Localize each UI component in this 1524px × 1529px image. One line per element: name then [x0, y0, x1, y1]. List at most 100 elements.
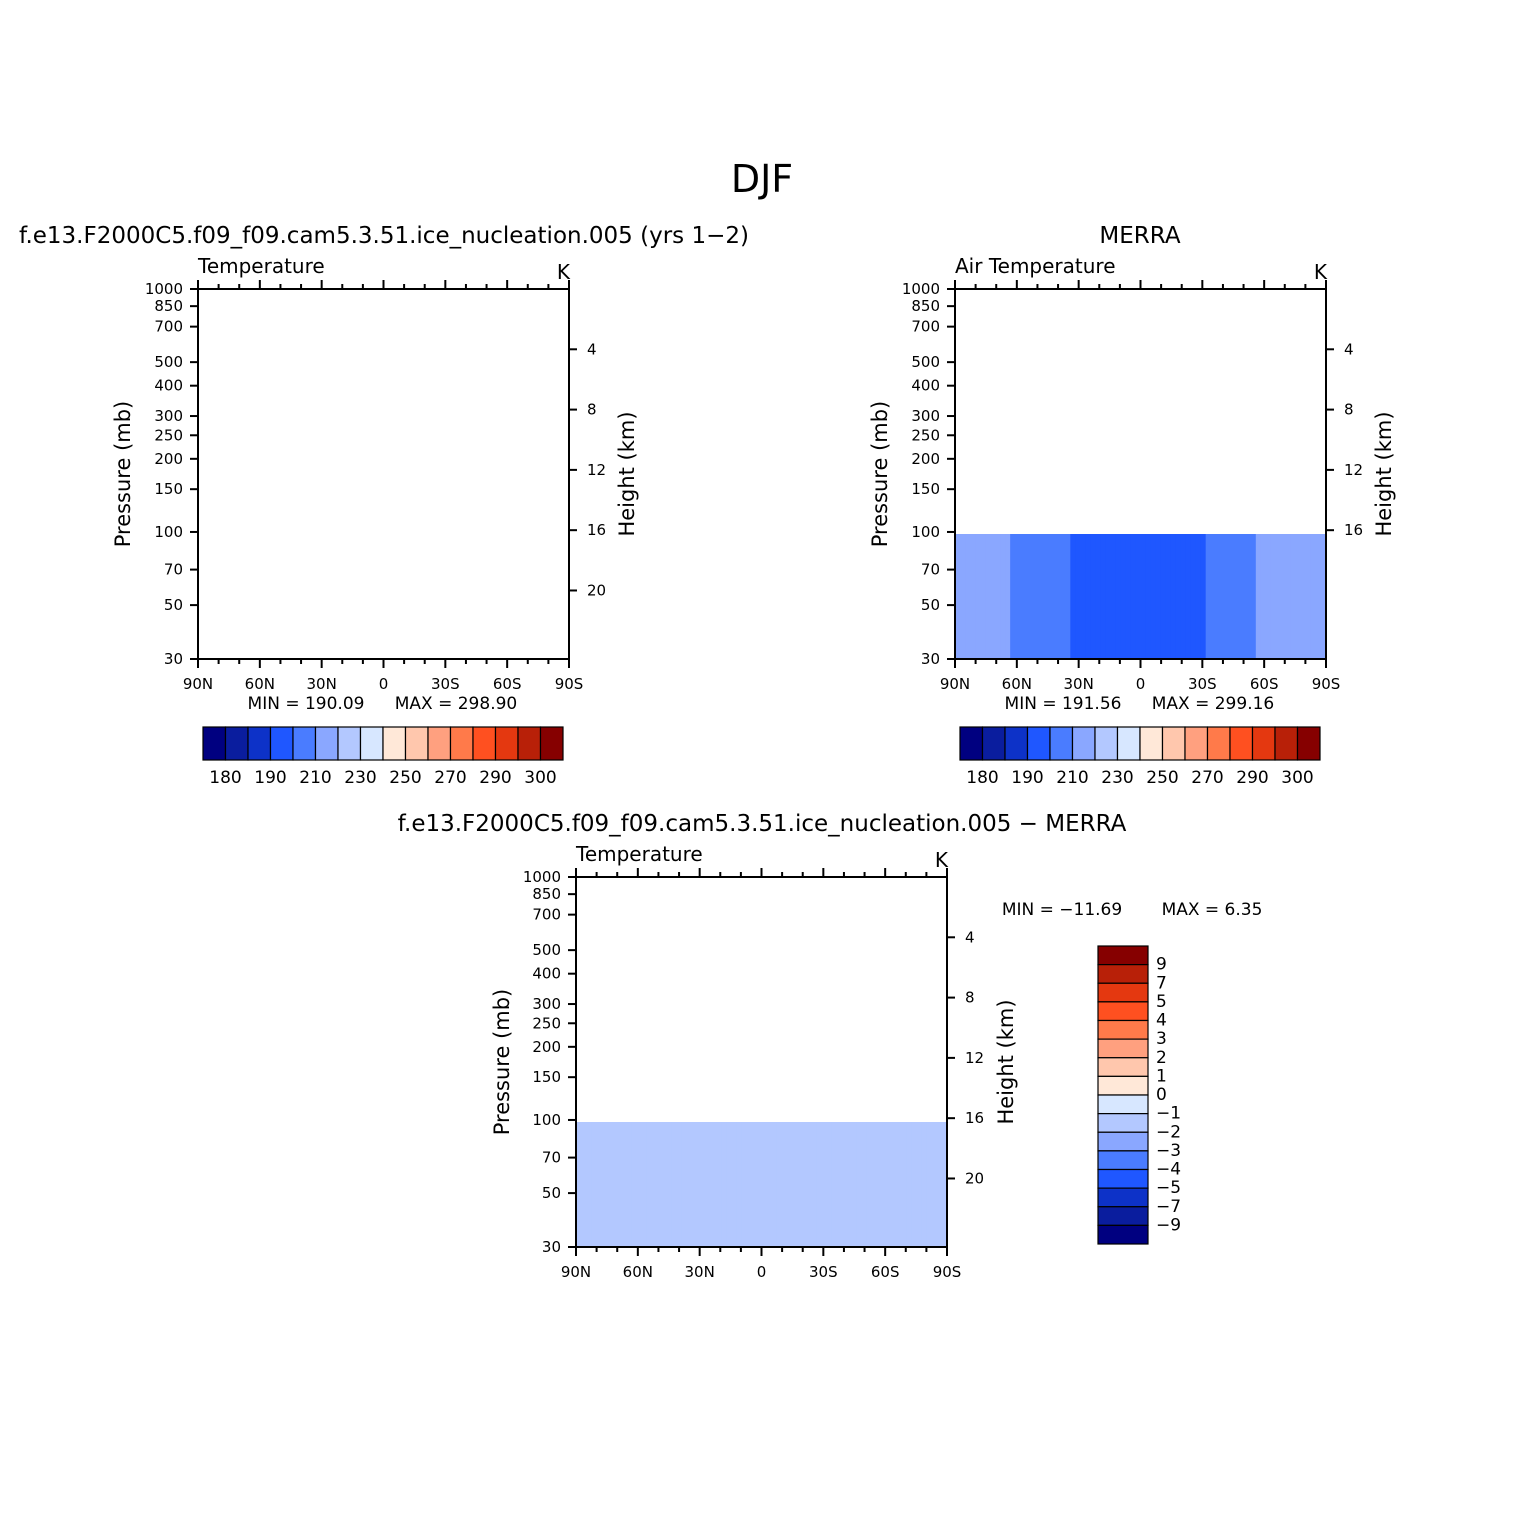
merra-contour-cell: [1115, 574, 1122, 580]
diff-contour-cell: [801, 1152, 808, 1158]
merra-contour-cell: [1310, 609, 1317, 615]
model-colorbar-swatch: [337, 726, 362, 761]
merra-contour-cell: [1300, 534, 1307, 540]
diff-contour-cell: [806, 1177, 813, 1183]
merra-contour-cell: [960, 629, 966, 635]
merra-contour-cell: [1100, 584, 1106, 590]
diff-contour-cell: [816, 1232, 823, 1238]
merra-contour-cell: [1150, 589, 1157, 595]
merra-contour-cell: [1120, 584, 1127, 590]
merra-contour-cell: [1000, 534, 1006, 540]
diff-contour-cell: [731, 1142, 738, 1148]
merra-contour-cell: [1070, 619, 1076, 625]
merra-contour-cell: [960, 584, 966, 590]
diff-contour-cell: [666, 1187, 672, 1193]
merra-contour-cell: [1100, 534, 1106, 540]
diff-contour-cell: [796, 1167, 803, 1173]
merra-contour-cell: [1000, 559, 1006, 565]
merra-contour-cell: [1270, 574, 1277, 580]
merra-contour-cell: [1305, 539, 1312, 545]
merra-contour-cell: [1185, 639, 1192, 645]
merra-contour-cell: [1225, 619, 1232, 625]
merra-contour-cell: [1060, 629, 1066, 635]
merra-contour-cell: [1055, 609, 1061, 615]
diff-contour-cell: [591, 1212, 597, 1218]
merra-contour-cell: [1005, 604, 1011, 610]
diff-contour-cell: [866, 1177, 873, 1183]
diff-contour-cell: [746, 1177, 753, 1183]
diff-contour-cell: [706, 1187, 712, 1193]
merra-contour-cell: [1105, 549, 1112, 555]
merra-contour-cell: [1040, 639, 1046, 645]
merra-contour-cell: [1210, 624, 1217, 630]
model-lat-tick-label: 60S: [493, 675, 522, 693]
diff-contour-cell: [781, 1132, 788, 1138]
merra-contour-cell: [1205, 599, 1212, 605]
merra-contour-cell: [1200, 569, 1207, 575]
diff-contour-cell: [656, 1202, 662, 1208]
diff-contour-cell: [861, 1192, 868, 1198]
merra-contour-cell: [1195, 619, 1202, 625]
merra-contour-cell: [1180, 649, 1187, 655]
merra-contour-cell: [1275, 614, 1282, 620]
merra-contour-cell: [1120, 634, 1127, 640]
diff-contour-cell: [926, 1142, 933, 1148]
merra-contour-cell: [1135, 634, 1142, 640]
merra-contour-cell: [1235, 609, 1242, 615]
diff-contour-cell: [821, 1147, 828, 1153]
merra-contour-cell: [995, 599, 1001, 605]
merra-contour-cell: [990, 654, 996, 660]
diff-contour-cell: [631, 1142, 637, 1148]
diff-contour-cell: [746, 1232, 753, 1238]
merra-contour-cell: [1045, 599, 1051, 605]
merra-contour-cell: [1135, 619, 1142, 625]
diff-contour-cell: [841, 1212, 848, 1218]
merra-contour-cell: [1045, 649, 1051, 655]
diff-contour-cell: [751, 1137, 758, 1143]
diff-contour-cell: [711, 1172, 717, 1178]
merra-contour-cell: [1245, 649, 1252, 655]
diff-contour-cell: [766, 1142, 773, 1148]
merra-contour-cell: [1275, 549, 1282, 555]
diff-contour-cell: [761, 1207, 768, 1213]
merra-contour-cell: [1105, 609, 1112, 615]
diff-contour-cell: [771, 1187, 778, 1193]
merra-contour-cell: [1115, 629, 1122, 635]
diff-contour-cell: [886, 1182, 893, 1188]
merra-contour-cell: [1225, 559, 1232, 565]
merra-contour-cell: [1290, 539, 1297, 545]
diff-contour-cell: [731, 1242, 738, 1248]
diff-contour-cell: [751, 1227, 758, 1233]
diff-contour-cell: [631, 1207, 637, 1213]
merra-contour-cell: [970, 574, 976, 580]
merra-contour-cell: [1125, 559, 1132, 565]
merra-contour-cell: [955, 574, 961, 580]
diff-contour-cell: [576, 1147, 582, 1153]
diff-contour-cell: [841, 1197, 848, 1203]
diff-contour-cell: [896, 1152, 903, 1158]
merra-contour-cell: [1150, 564, 1157, 570]
diff-contour-cell: [851, 1122, 858, 1128]
diff-contour-cell: [761, 1127, 768, 1133]
merra-contour-cell: [1060, 619, 1066, 625]
merra-contour-cell: [1120, 654, 1127, 660]
diff-contour-cell: [621, 1167, 627, 1173]
diff-contour-cell: [856, 1182, 863, 1188]
merra-contour-cell: [1130, 624, 1137, 630]
merra-contour-cell: [1315, 629, 1322, 635]
diff-contour-cell: [626, 1212, 632, 1218]
merra-contour-cell: [1035, 619, 1041, 625]
merra-contour-cell: [1115, 534, 1122, 540]
diff-contour-cell: [661, 1132, 667, 1138]
diff-contour-cell: [796, 1157, 803, 1163]
merra-contour-cell: [1200, 599, 1207, 605]
diff-contour-cell: [841, 1157, 848, 1163]
diff-contour-cell: [876, 1227, 883, 1233]
diff-contour-cell: [711, 1227, 717, 1233]
merra-contour-cell: [1230, 574, 1237, 580]
merra-contour-cell: [1280, 589, 1287, 595]
merra-contour-cell: [985, 544, 991, 550]
merra-contour-cell: [1050, 619, 1056, 625]
merra-contour-cell: [1290, 644, 1297, 650]
